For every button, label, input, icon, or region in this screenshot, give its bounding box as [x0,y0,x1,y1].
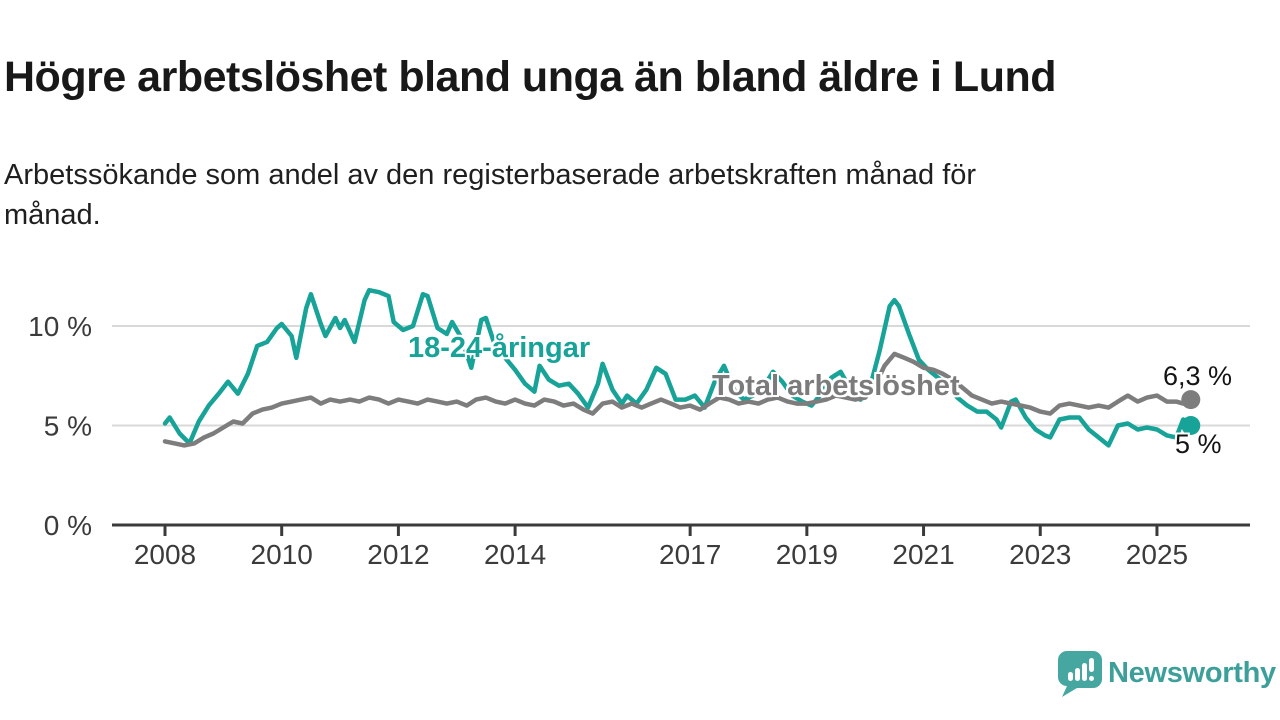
end-value-label-total: 6,3 % [1163,361,1233,391]
end-dot-total [1181,390,1201,410]
x-tick-label: 2019 [776,539,838,570]
series-line-young [162,287,1194,448]
series-label-young: 18-24-åringar [408,332,591,364]
x-tick-label: 2023 [1009,539,1071,570]
x-tick-label: 2010 [251,539,313,570]
series-label-total: Total arbetslöshet [712,370,960,402]
y-tick-label: 10 % [28,311,92,342]
newsworthy-brand: Newsworthy [1057,651,1276,697]
bar-short [1068,672,1073,681]
chart-subtitle: Arbetssökande som andel av den registerb… [4,155,1204,235]
x-tick-label: 2025 [1126,539,1188,570]
x-tick-label: 2008 [134,539,196,570]
y-tick-label: 5 % [44,411,92,442]
newsworthy-speech-bubble-chart-icon [1058,651,1102,697]
bar-medium [1075,668,1080,681]
bar-tall [1082,663,1087,681]
x-tick-label: 2017 [659,539,721,570]
x-tick-label: 2012 [367,539,429,570]
page-title: Högre arbetslöshet bland unga än bland ä… [4,52,1057,101]
exclamation-stem [1089,658,1094,672]
x-tick-label: 2021 [892,539,954,570]
y-tick-label: 0 % [44,510,92,541]
x-tick-label: 2014 [484,539,546,570]
brand-name: Newsworthy [1108,657,1276,689]
series-line-total [162,351,1194,448]
subtitle-line-2: månad. [4,199,101,231]
exclamation-dot [1089,676,1094,681]
end-value-label-young: 5 % [1175,429,1222,459]
end-dot-young [1181,416,1201,435]
subtitle-line-1: Arbetssökande som andel av den registerb… [4,159,977,191]
